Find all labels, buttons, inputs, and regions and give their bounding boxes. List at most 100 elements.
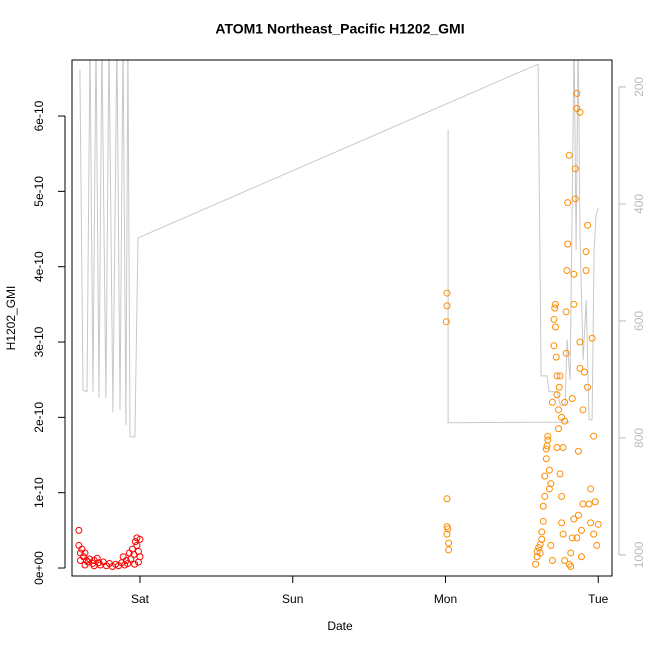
data-point	[568, 534, 576, 542]
x-tick-label: Mon	[434, 592, 457, 606]
data-point	[541, 472, 549, 480]
data-point	[577, 553, 585, 561]
data-point	[90, 562, 98, 570]
data-point	[532, 560, 540, 568]
data-point	[587, 485, 595, 493]
data-point	[539, 502, 547, 510]
data-point	[571, 195, 579, 203]
data-point	[551, 300, 559, 308]
plot-area	[75, 60, 602, 571]
y-tick-label: 1e-10	[32, 477, 46, 508]
data-point	[564, 240, 572, 248]
data-point	[562, 308, 570, 316]
data-point	[555, 425, 563, 433]
data-point	[541, 492, 549, 500]
data-point	[582, 266, 590, 274]
data-point	[582, 248, 590, 256]
data-point	[563, 266, 571, 274]
data-point	[558, 492, 566, 500]
data-point	[444, 525, 452, 533]
data-point	[593, 541, 601, 549]
data-point	[553, 443, 561, 451]
y-tick-label: 4e-10	[32, 251, 46, 282]
data-point	[567, 549, 575, 557]
x-tick-label: Sun	[282, 592, 303, 606]
data-point	[81, 549, 89, 557]
data-point	[548, 398, 556, 406]
data-point	[588, 334, 596, 342]
data-point	[443, 289, 451, 297]
data-point	[558, 413, 566, 421]
data-point	[551, 323, 559, 331]
y2-tick-label: 1000	[632, 541, 646, 568]
y-tick-label: 5e-10	[32, 176, 46, 207]
y-tick-label: 6e-10	[32, 100, 46, 131]
data-point	[591, 498, 599, 506]
data-point	[573, 89, 581, 97]
x-tick-label: Tue	[588, 592, 609, 606]
data-point	[134, 558, 142, 566]
data-point	[542, 445, 550, 453]
y2-tick-label: 400	[632, 194, 646, 214]
data-point	[443, 302, 451, 310]
data-point	[577, 526, 585, 534]
data-point	[93, 554, 101, 562]
data-point	[538, 535, 546, 543]
data-point	[445, 546, 453, 554]
data-point	[550, 315, 558, 323]
y-tick-label: 3e-10	[32, 326, 46, 357]
data-point	[131, 560, 139, 568]
data-point	[558, 519, 566, 527]
x-tick-label: Sat	[131, 592, 150, 606]
data-point	[576, 338, 584, 346]
data-point	[552, 353, 560, 361]
data-point	[443, 495, 451, 503]
data-point	[445, 539, 453, 547]
data-point	[539, 517, 547, 525]
y2-tick-label: 800	[632, 428, 646, 448]
data-line	[79, 60, 599, 438]
y-axis-title: H1202_GMI	[4, 286, 18, 351]
data-point	[81, 561, 89, 569]
x-axis-title: Date	[327, 619, 353, 633]
data-point	[561, 398, 569, 406]
data-point	[443, 530, 451, 538]
data-point	[584, 383, 592, 391]
data-point	[590, 432, 598, 440]
data-point	[536, 549, 544, 557]
data-point	[585, 500, 593, 508]
data-point	[573, 534, 581, 542]
data-point	[544, 436, 552, 444]
data-point	[581, 368, 589, 376]
data-point	[564, 199, 572, 207]
data-point	[553, 391, 561, 399]
data-point	[570, 270, 578, 278]
data-point	[550, 342, 558, 350]
data-point	[576, 364, 584, 372]
data-point	[136, 535, 144, 543]
data-point	[555, 383, 563, 391]
y2-tick-label: 200	[632, 77, 646, 97]
data-point	[556, 470, 564, 478]
data-point	[574, 511, 582, 519]
y-tick-label: 2e-10	[32, 402, 46, 433]
data-point	[75, 526, 83, 534]
data-point	[567, 563, 575, 571]
data-point	[570, 515, 578, 523]
data-point	[594, 520, 602, 528]
chart-title: ATOM1 Northeast_Pacific H1202_GMI	[215, 21, 464, 37]
data-point	[587, 519, 595, 527]
data-point	[562, 349, 570, 357]
y-tick-label: 0e+00	[32, 551, 46, 585]
data-point	[542, 455, 550, 463]
data-point	[565, 151, 573, 159]
data-point	[590, 530, 598, 538]
data-point	[544, 432, 552, 440]
data-point	[561, 556, 569, 564]
data-point	[570, 300, 578, 308]
data-point	[442, 318, 450, 326]
data-point	[568, 395, 576, 403]
data-point	[553, 372, 561, 380]
y2-tick-label: 600	[632, 311, 646, 331]
